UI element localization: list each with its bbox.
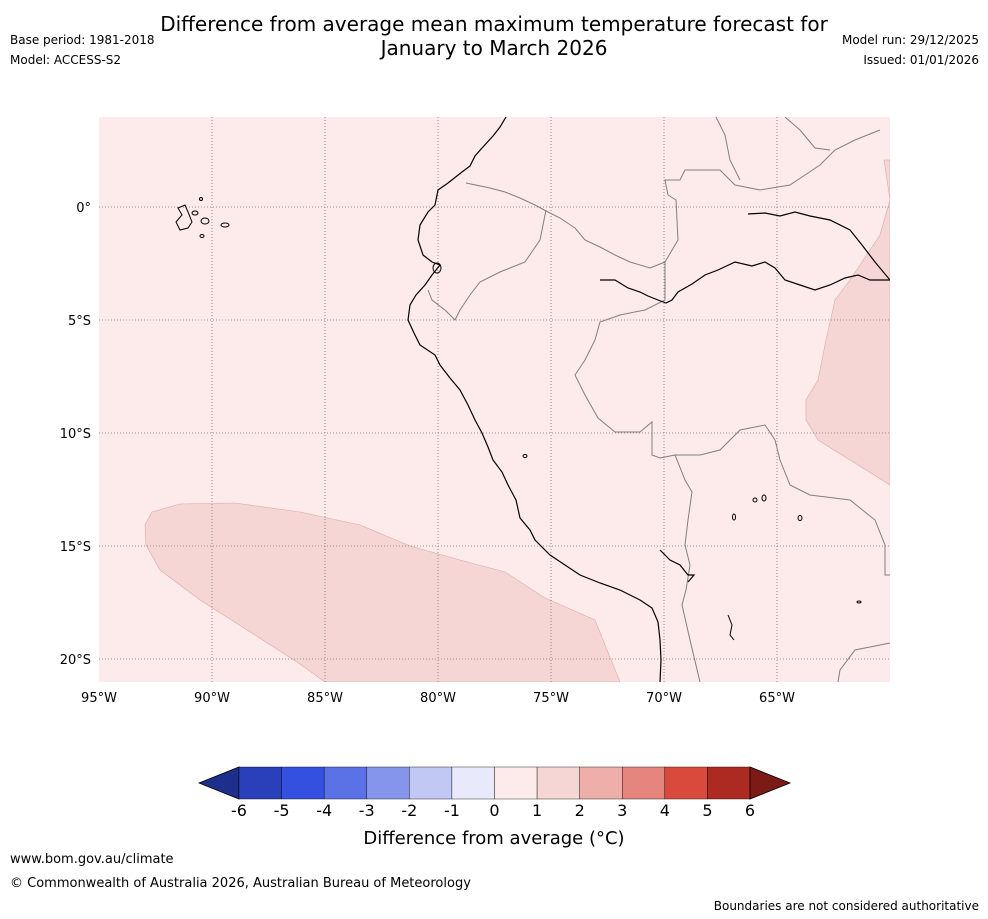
longitude-label: 85°W (307, 691, 343, 706)
colorbar-bin (281, 766, 325, 800)
colorbar-tick-label: -6 (231, 801, 247, 820)
colorbar-tick-label: -3 (359, 801, 375, 820)
country-borders (427, 117, 890, 682)
colorbar-bin (409, 766, 453, 800)
colorbar-extend-low (197, 766, 240, 800)
colorbar-bin (238, 766, 282, 800)
latitude-label: 15°S (60, 540, 91, 555)
longitude-label: 70°W (646, 691, 682, 706)
longitude-labels: 95°W 90°W 85°W 80°W 75°W 70°W 65°W (81, 691, 795, 706)
colorbar-bin (707, 766, 751, 800)
model-name: Model: ACCESS-S2 (10, 53, 122, 67)
colorbar-tick-label: 2 (575, 801, 585, 820)
grid-lines (99, 117, 890, 682)
colorbar-tick-label: -4 (316, 801, 332, 820)
colorbar-extend-high (749, 766, 792, 800)
colorbar-bin (323, 766, 367, 800)
chart-title: Difference from average mean maximum tem… (0, 12, 988, 60)
coastline (407, 117, 890, 682)
anomaly-region-ocean (144, 502, 621, 682)
model-run: Model run: 29/12/2025 (841, 33, 979, 47)
issued-date: Issued: 01/01/2026 (863, 53, 979, 67)
website-link[interactable]: www.bom.gov.au/climate (10, 852, 174, 867)
anomaly-region-east (805, 159, 890, 486)
colorbar-bin (622, 766, 666, 800)
colorbar-tick-label: 6 (745, 801, 755, 820)
latitude-label: 10°S (60, 427, 91, 442)
copyright-text: © Commonwealth of Australia 2026, Austra… (10, 876, 471, 891)
base-period: Base period: 1981-2018 (10, 33, 155, 47)
longitude-label: 65°W (759, 691, 795, 706)
meta-right: Model run: 29/12/2025 Issued: 01/01/2026 (842, 30, 979, 70)
latitude-label: 0° (76, 201, 91, 216)
colorbar-bin (451, 766, 495, 800)
colorbar-tick-label: -5 (274, 801, 290, 820)
colorbar-bin (536, 766, 580, 800)
latitude-label: 5°S (68, 314, 91, 329)
colorbar-ticks: -6 -5 -4 -3 -2 -1 0 1 2 3 4 5 6 (231, 801, 755, 820)
colorbar-bin (494, 766, 538, 800)
colorbar (197, 766, 792, 800)
colorbar-tick-label: 4 (660, 801, 670, 820)
islands (175, 197, 862, 641)
colorbar-bin (579, 766, 623, 800)
title-line-2: January to March 2026 (380, 36, 608, 60)
colorbar-bin (366, 766, 410, 800)
longitude-label: 75°W (533, 691, 569, 706)
colorbar-tick-label: -1 (444, 801, 460, 820)
colorbar-tick-label: 0 (489, 801, 499, 820)
longitude-label: 90°W (194, 691, 230, 706)
latitude-label: 20°S (60, 653, 91, 668)
latitude-labels: 0° 5°S 10°S 15°S 20°S (60, 201, 91, 668)
colorbar-bin (664, 766, 708, 800)
colorbar-label: Difference from average (°C) (363, 828, 625, 849)
colorbar-tick-label: 1 (532, 801, 542, 820)
disclaimer-text: Boundaries are not considered authoritat… (713, 899, 979, 913)
colorbar-tick-label: -2 (401, 801, 417, 820)
colorbar-tick-label: 3 (617, 801, 627, 820)
title-line-1: Difference from average mean maximum tem… (160, 12, 828, 36)
meta-left: Base period: 1981-2018 Model: ACCESS-S2 (10, 30, 155, 70)
colorbar-tick-label: 5 (702, 801, 712, 820)
longitude-label: 95°W (81, 691, 117, 706)
longitude-label: 80°W (420, 691, 456, 706)
